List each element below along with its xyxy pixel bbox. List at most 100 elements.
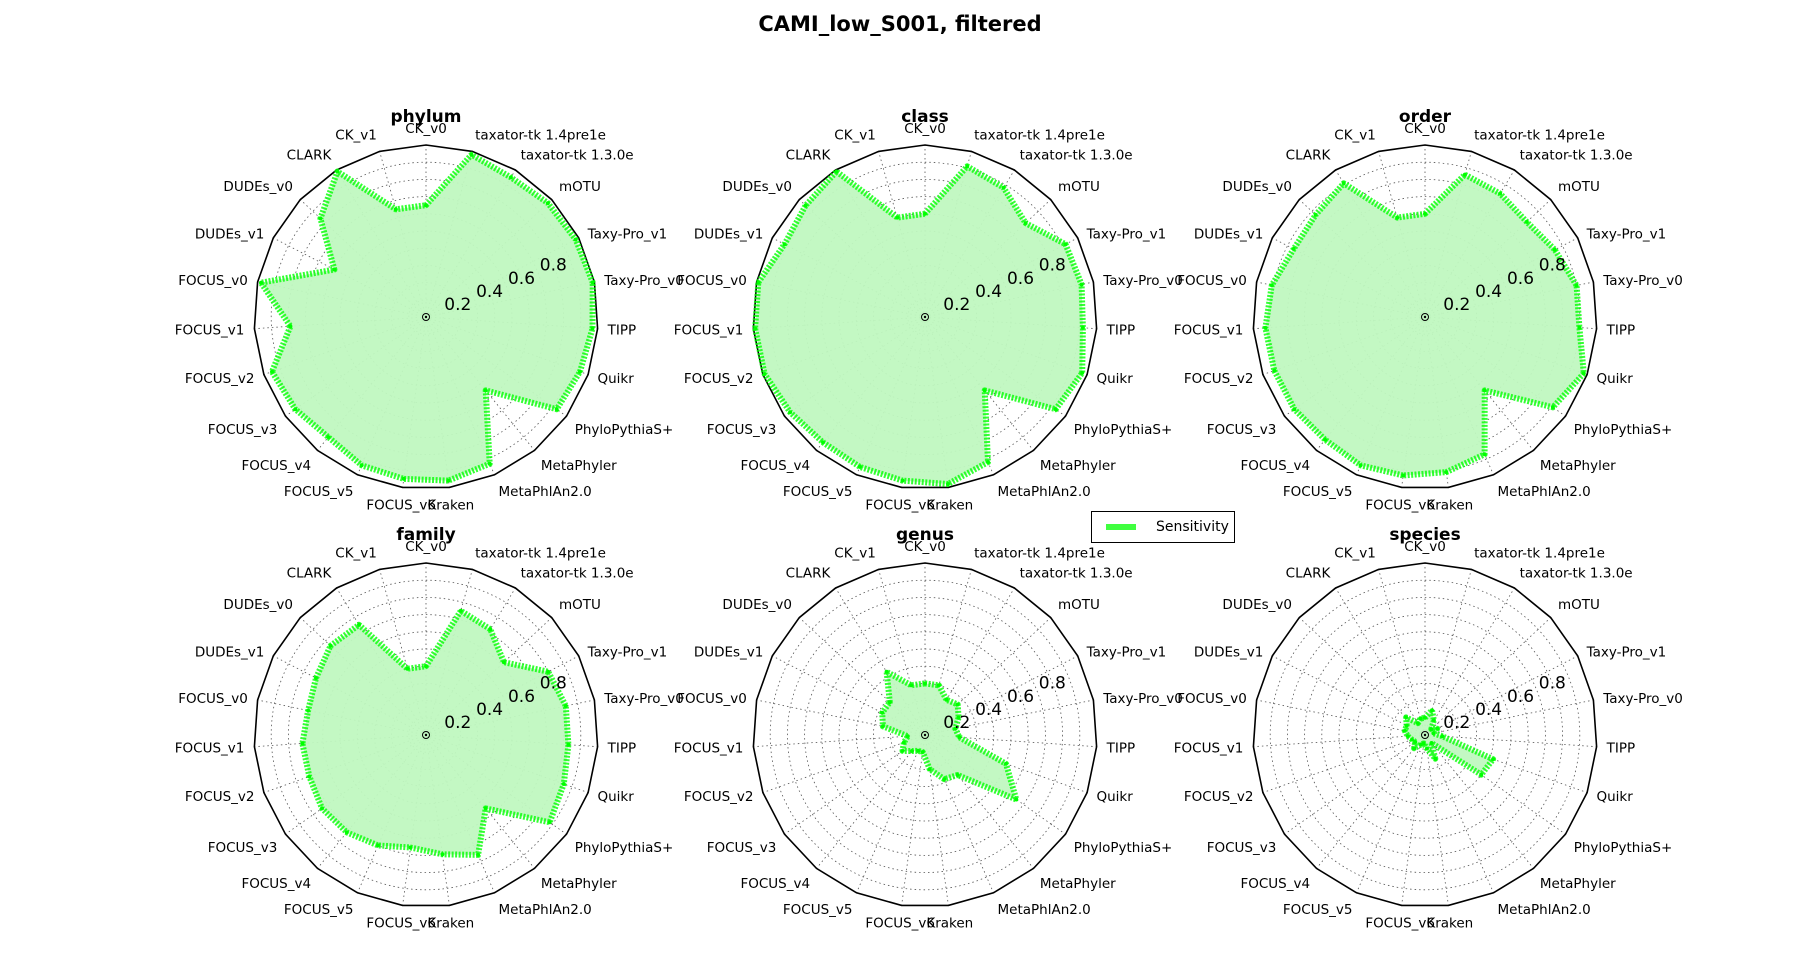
data-point-focus-v6 xyxy=(401,476,406,481)
category-label-clark: CLARK xyxy=(1286,566,1332,582)
data-point-focus-v3 xyxy=(293,407,298,412)
data-point-kraken xyxy=(440,852,445,857)
grid-circle xyxy=(787,597,1064,874)
category-label-focus-v0: FOCUS_v0 xyxy=(1177,273,1247,289)
category-label-focus-v1: FOCUS_v1 xyxy=(674,322,744,338)
data-point-dudes-v0 xyxy=(887,700,892,705)
data-point-dudes-v0 xyxy=(1404,715,1409,720)
category-label-focus-v3: FOCUS_v3 xyxy=(208,422,278,438)
category-label-focus-v2: FOCUS_v2 xyxy=(185,371,255,387)
spoke-line xyxy=(924,569,972,736)
legend-swatch xyxy=(1106,524,1136,530)
category-label-tipp: TIPP xyxy=(1106,740,1136,756)
figure-title: CAMI_low_S001, filtered xyxy=(758,12,1042,36)
grid-circle xyxy=(1287,597,1564,874)
data-point-ck-v0 xyxy=(923,211,927,216)
data-point-ck-v1 xyxy=(1395,215,1400,220)
category-label-quikr: Quikr xyxy=(1597,371,1634,387)
category-label-kraken: Kraken xyxy=(926,497,973,513)
spoke-line xyxy=(1424,734,1494,893)
category-label-ck-v1: CK_v1 xyxy=(1334,546,1376,562)
category-label-dudes-v1: DUDEs_v1 xyxy=(694,644,764,660)
category-label-ck-v0: CK_v0 xyxy=(904,539,946,555)
grid-circle xyxy=(1269,579,1581,891)
spoke-line xyxy=(1424,734,1588,793)
category-label-clark: CLARK xyxy=(786,566,832,582)
data-point-ck-v0 xyxy=(424,203,428,208)
spoke-line xyxy=(379,569,427,736)
data-point-ck-v1 xyxy=(895,215,900,220)
category-label-metaphyler: MetaPhyler xyxy=(1040,458,1116,474)
category-label-ck-v1: CK_v1 xyxy=(834,546,876,562)
data-point-taxy-pro-v1 xyxy=(573,237,578,242)
data-point-focus-v3 xyxy=(900,748,905,753)
category-label-focus-v4: FOCUS_v4 xyxy=(740,458,810,474)
data-point-motu xyxy=(1023,221,1028,226)
category-label-taxator-tk-1-4pre1e: taxator-tk 1.4pre1e xyxy=(974,546,1105,562)
radar-panel-order: 0.20.40.60.8 CK_v0 taxator-tk 1.4pre1e taxa… xyxy=(1174,107,1683,513)
spoke-line xyxy=(1335,587,1426,736)
category-label-focus-v2: FOCUS_v2 xyxy=(1184,789,1254,805)
data-point-tipp xyxy=(590,326,595,331)
category-label-phylopythias: PhyloPythiaS+ xyxy=(575,840,674,856)
data-point-focus-v1 xyxy=(905,734,910,739)
data-point-metaphlan2-0 xyxy=(942,777,947,782)
category-label-focus-v0: FOCUS_v0 xyxy=(178,691,248,707)
data-point-motu xyxy=(1524,219,1529,224)
category-label-taxy-pro-v0: Taxy-Pro_v0 xyxy=(603,273,684,289)
data-point-kraken xyxy=(1424,746,1429,751)
category-label-tipp: TIPP xyxy=(1606,740,1636,756)
category-label-focus-v4: FOCUS_v4 xyxy=(241,876,311,892)
category-label-focus-v3: FOCUS_v3 xyxy=(707,422,777,438)
data-point-metaphyler xyxy=(483,388,488,393)
spoke-line xyxy=(1424,734,1449,906)
data-point-taxator-tk-1-4pre1e xyxy=(1430,708,1434,713)
data-point-taxator-tk-1-3-0e xyxy=(944,697,949,702)
sensitivity-area xyxy=(882,671,1017,800)
category-label-tipp: TIPP xyxy=(1106,322,1136,338)
data-point-quikr xyxy=(1581,371,1586,376)
category-label-dudes-v0: DUDEs_v0 xyxy=(1222,179,1292,195)
radar-panel-class: 0.20.40.60.8 CK_v0 taxator-tk 1.4pre1e taxa… xyxy=(674,107,1183,513)
radial-tick-label: 0.6 xyxy=(508,687,535,707)
data-point-dudes-v1 xyxy=(332,267,337,272)
data-point-kraken xyxy=(446,478,451,483)
category-label-dudes-v0: DUDEs_v0 xyxy=(722,179,792,195)
category-label-focus-v5: FOCUS_v5 xyxy=(783,902,853,918)
radial-tick-label: 0.2 xyxy=(444,295,471,315)
data-point-kraken xyxy=(946,482,950,486)
category-label-clark: CLARK xyxy=(786,148,832,164)
sensitivity-area xyxy=(755,166,1083,485)
radial-tick-label: 0.8 xyxy=(1039,674,1066,694)
data-point-ck-v0 xyxy=(923,681,927,686)
category-label-metaphlan2-0: MetaPhlAn2.0 xyxy=(1498,484,1591,500)
data-point-focus-v2 xyxy=(270,369,274,374)
data-point-focus-v0 xyxy=(259,280,263,285)
spoke-line xyxy=(1424,569,1472,736)
category-label-tipp: TIPP xyxy=(1606,322,1636,338)
spoke-line xyxy=(924,734,949,906)
category-label-focus-v6: FOCUS_v6 xyxy=(865,915,935,931)
data-point-taxator-tk-1-4pre1e xyxy=(458,608,463,613)
category-label-motu: mOTU xyxy=(1558,597,1600,613)
category-label-taxator-tk-1-4pre1e: taxator-tk 1.4pre1e xyxy=(1474,128,1605,144)
category-label-taxy-pro-v1: Taxy-Pro_v1 xyxy=(1086,226,1167,242)
spoke-line xyxy=(816,734,926,869)
category-label-metaphlan2-0: MetaPhlAn2.0 xyxy=(998,902,1091,918)
category-label-ck-v1: CK_v1 xyxy=(335,128,377,144)
radar-panel-species: 0.20.40.60.8 CK_v0 taxator-tk 1.4pre1e taxa… xyxy=(1174,525,1683,931)
category-label-ck-v0: CK_v0 xyxy=(405,121,447,137)
data-point-focus-v2 xyxy=(1272,368,1277,373)
outer-frame xyxy=(253,144,599,489)
center-marker xyxy=(1421,731,1429,739)
data-point-ck-v1 xyxy=(909,683,914,688)
data-point-focus-v4 xyxy=(1412,746,1417,751)
data-point-ck-v0 xyxy=(424,664,428,669)
data-point-phylopythias xyxy=(554,407,559,412)
sensitivity-line xyxy=(1262,171,1587,479)
grid-circle xyxy=(855,665,995,805)
category-label-focus-v0: FOCUS_v0 xyxy=(677,691,747,707)
data-point-focus-v5 xyxy=(916,748,921,753)
